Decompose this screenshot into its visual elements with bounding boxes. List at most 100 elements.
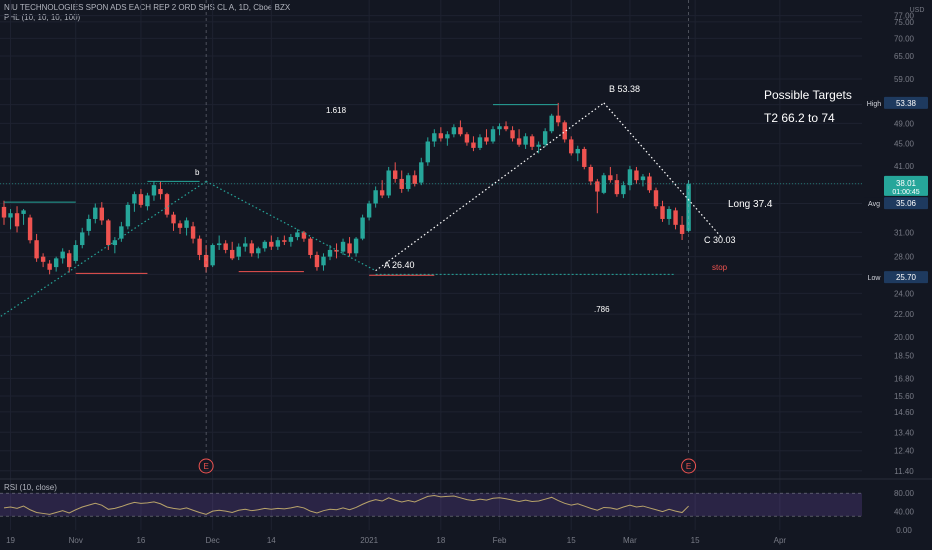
candle-body [216, 243, 222, 246]
x-tick-label: 14 [267, 536, 276, 545]
rsi-line [3, 494, 689, 515]
candle-body [569, 139, 574, 154]
candle-body [412, 175, 417, 184]
candle-body [184, 220, 189, 228]
candle-body [112, 240, 118, 246]
y-tick-label: 22.00 [894, 310, 915, 319]
countdown-value: 01:00:45 [892, 189, 919, 196]
rsi-band [0, 493, 862, 517]
trend-line-ab [375, 102, 605, 272]
y-tick-label: 70.00 [894, 34, 915, 43]
candle-body [608, 175, 613, 181]
x-tick-label: 2021 [360, 536, 378, 545]
candle-body [132, 194, 137, 204]
chart-header: NIU TECHNOLOGIES SPON ADS EACH REP 2 ORD… [4, 3, 290, 23]
last-price-value: 38.01 [896, 179, 917, 188]
candle-body [243, 243, 248, 247]
candle-body [458, 127, 463, 135]
candle-body [399, 178, 404, 189]
candle-body [275, 240, 281, 247]
candle-body [386, 170, 391, 196]
candle-body [679, 224, 685, 234]
candle-body [542, 131, 548, 145]
y-tick-label: 11.40 [894, 467, 914, 476]
candle-body [366, 203, 372, 218]
candle-body [503, 126, 509, 130]
currency-label: USD [910, 7, 925, 14]
candle-body [471, 142, 476, 148]
rsi-legend: RSI (10, close) [4, 483, 57, 492]
candle-body [249, 243, 254, 254]
last-price-bg [884, 175, 928, 196]
candle-body [27, 217, 33, 241]
candle-body [288, 237, 294, 242]
x-tick-label: 15 [691, 536, 700, 545]
event-marker-label: E [203, 462, 208, 471]
candle-body [269, 241, 274, 247]
y-tick-label: 16.80 [894, 374, 915, 383]
rsi-axis-label: 0.00 [896, 526, 912, 535]
candle-body [660, 206, 665, 219]
candle-body [353, 238, 359, 254]
candle-body [223, 243, 228, 250]
candle-body [1, 206, 7, 218]
candle-body [210, 245, 215, 266]
y-tick-label: 77.00 [894, 12, 915, 21]
candle-body [295, 232, 300, 238]
low-value: 25.70 [896, 273, 917, 282]
candle-body [145, 195, 150, 207]
candle-body [432, 133, 437, 142]
candle-body [125, 204, 131, 227]
point-a-label: A 26.40 [384, 260, 415, 270]
candle-body [14, 213, 20, 227]
candle-body [536, 144, 541, 147]
candle-body [93, 207, 98, 219]
indicator-legend: PHL (10, 10, 10, 100) [4, 13, 81, 22]
targets-t2: T2 66.2 to 74 [764, 111, 835, 125]
candle-body [438, 133, 444, 139]
candle-body [256, 248, 261, 254]
event-marker-label: E [686, 462, 691, 471]
candle-body [640, 176, 646, 181]
candle-body [119, 226, 124, 239]
candle-body [647, 176, 652, 191]
candles [1, 102, 691, 275]
x-tick-label: 18 [436, 536, 445, 545]
candle-body [67, 253, 72, 268]
candle-body [523, 136, 528, 145]
candle-body [314, 254, 320, 268]
rsi-pane: RSI (10, close) 80.00 40.00 0.00 [0, 478, 932, 535]
y-tick-label: 28.00 [894, 253, 915, 262]
x-tick-label: Feb [493, 536, 507, 545]
candle-body [445, 134, 450, 139]
candle-body [190, 226, 196, 239]
y-tick-label: 20.00 [894, 333, 915, 342]
x-tick-label: 16 [136, 536, 145, 545]
low-label-bg [864, 271, 884, 284]
candle-body [562, 122, 567, 140]
y-tick-label: 18.50 [894, 351, 915, 360]
avg-label-bg [864, 197, 884, 210]
x-tick-label: Nov [69, 536, 83, 545]
fib-1618-label: 1.618 [326, 106, 347, 115]
trend-line-left [0, 180, 207, 318]
y-tick-label: 24.00 [894, 289, 915, 298]
candle-body [588, 166, 593, 182]
avg-value-bg [884, 197, 928, 210]
candle-body [464, 134, 470, 143]
fib-786-label: .786 [594, 305, 610, 314]
candle-body [497, 126, 502, 130]
y-tick-label: 13.40 [894, 428, 915, 437]
candle-body [34, 240, 39, 259]
event-marker [198, 458, 214, 474]
avg-value: 35.06 [896, 199, 917, 208]
candle-body [301, 232, 307, 239]
y-tick-label: 45.00 [894, 140, 915, 149]
candle-body [686, 183, 691, 231]
candle-body [86, 218, 91, 231]
candle-body [327, 249, 333, 257]
low-value-bg [884, 271, 928, 284]
low-label: Low [868, 275, 882, 282]
trend-line-bc2 [603, 102, 722, 238]
